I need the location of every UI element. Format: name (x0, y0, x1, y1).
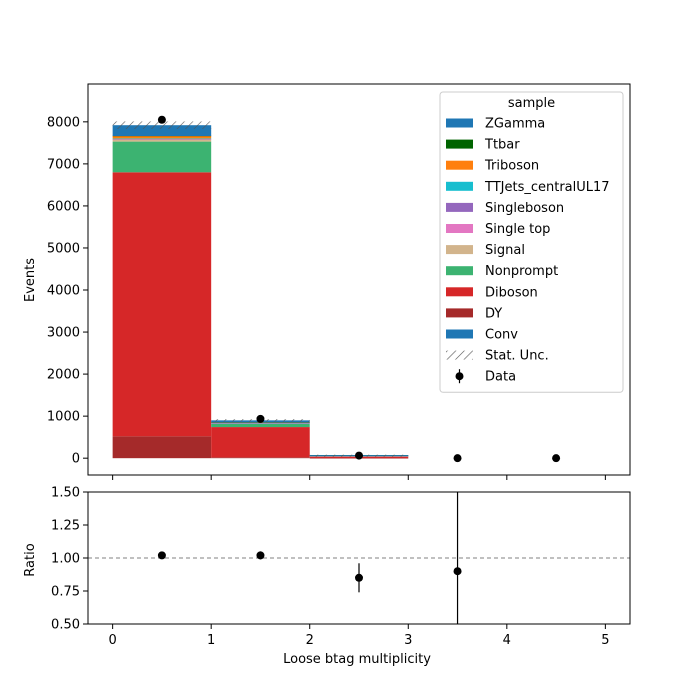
ratio-x-tick-label: 5 (601, 633, 609, 648)
main-plot-frame (87, 83, 631, 476)
ratio-panel: 0.50 0.75 1.00 1.25 1.50 0 1 2 3 4 5 Ratio Loose … (23, 486, 631, 667)
data-point-1 (256, 414, 265, 423)
ratio-point-1 (256, 551, 265, 560)
ratio-x-axis-label: Loose btag multiplicity (283, 652, 431, 667)
data-points (157, 115, 561, 463)
ratio-x-tick-label: 4 (503, 633, 511, 648)
legend-label-zgamma: ZGamma (485, 117, 545, 132)
main-y-tick-label: 3000 (47, 326, 80, 341)
legend-frame (439, 91, 624, 393)
bar-dy-bin-1 (211, 457, 310, 459)
data-point-2 (355, 451, 363, 460)
ratio-x-tick-label: 0 (108, 633, 116, 648)
main-y-tick-label: 2000 (47, 368, 80, 383)
main-y-tick-label: 1000 (47, 410, 80, 425)
main-y-axis: 0 1000 2000 3000 4000 5000 6000 7000 8000 (47, 115, 88, 467)
main-x-axis (112, 475, 606, 480)
legend-label-nonprompt: Nonprompt (485, 264, 558, 279)
legend-label-triboson: Triboson (484, 159, 539, 174)
legend-label-ttjets-centralul17: TTJets_centralUL17 (484, 180, 610, 195)
legend: sample ZGamma Ttbar Triboson TTJets_centralU… (439, 91, 624, 393)
bar-diboson-bin-0 (112, 172, 212, 437)
bar-nonprompt-bin-0 (112, 141, 212, 173)
main-y-tick-label: 5000 (47, 241, 80, 256)
main-panel: 0 1000 2000 3000 4000 5000 6000 7000 8000 Events… (23, 83, 631, 480)
ratio-x-tick-label: 3 (404, 633, 412, 648)
ratio-point-2 (355, 573, 363, 582)
bar-conv-bin-0 (112, 125, 212, 136)
ratio-y-tick-label: 1.00 (51, 552, 80, 567)
bar-nonprompt-bin-1 (211, 423, 310, 428)
ratio-x-tick-label: 2 (306, 633, 314, 648)
legend-swatch-singleboson (446, 202, 473, 212)
ratio-x-tick-label: 1 (207, 633, 215, 648)
stacked-bars (112, 125, 409, 459)
main-y-tick-label: 8000 (47, 115, 80, 130)
bar-dy-bin-0 (112, 436, 212, 459)
ratio-points (157, 492, 462, 624)
legend-label-single-top: Single top (485, 222, 550, 237)
ratio-y-axis-label: Ratio (23, 543, 38, 576)
legend-swatch-dy (446, 308, 473, 318)
ratio-y-axis: 0.50 0.75 1.00 1.25 1.50 (51, 486, 88, 633)
bar-diboson-bin-1 (211, 427, 310, 458)
bar-zgamma-bin-0 (112, 135, 212, 137)
main-y-axis-label: Events (23, 258, 38, 302)
bar-triboson-bin-0 (112, 135, 212, 139)
legend-label-ttbar: Ttbar (484, 138, 520, 153)
main-y-tick-label: 4000 (47, 284, 80, 299)
legend-swatch-zgamma (446, 118, 473, 128)
ratio-plot-area (88, 492, 630, 624)
main-y-tick-label: 7000 (47, 157, 80, 172)
legend-swatch-ttbar (446, 139, 473, 149)
data-point-3 (453, 454, 462, 463)
main-y-tick-label: 6000 (47, 199, 80, 214)
ratio-point-3 (453, 567, 462, 576)
legend-label-dy: DY (485, 306, 502, 321)
bar-singleboson-bin-0 (112, 138, 212, 140)
ratio-x-axis: 0 1 2 3 4 5 (108, 624, 610, 648)
ratio-y-tick-label: 1.50 (51, 486, 80, 501)
ratio-y-tick-label: 0.50 (51, 618, 80, 633)
legend-label-diboson: Diboson (485, 285, 538, 300)
legend-swatch-ttjets-centralul17 (446, 181, 473, 191)
legend-swatch-triboson (446, 160, 473, 170)
stat-unc-bin-0 (112, 121, 212, 129)
data-point-0 (157, 115, 166, 124)
legend-label-stat-unc: Stat. Unc. (485, 349, 549, 364)
legend-swatch-stat-unc (446, 350, 473, 360)
legend-swatch-conv (446, 329, 473, 339)
legend-marker-data (455, 372, 464, 381)
legend-swatch-signal (446, 245, 473, 255)
legend-swatch-nonprompt (446, 266, 473, 276)
legend-label-signal: Signal (485, 243, 525, 258)
bar-ttjets-centralul17-bin-0 (112, 138, 212, 139)
legend-title: sample (508, 96, 555, 111)
legend-label-data: Data (485, 370, 516, 385)
data-point-4 (552, 454, 561, 463)
ratio-y-tick-label: 1.25 (51, 519, 80, 534)
legend-label-singleboson: Singleboson (485, 201, 564, 216)
legend-label-conv: Conv (485, 328, 518, 343)
bar-singleboson-bin-1 (211, 423, 310, 424)
main-y-tick-label: 0 (72, 452, 80, 467)
legend-swatch-single-top (446, 224, 473, 233)
ratio-y-tick-label: 0.75 (51, 585, 80, 600)
bar-signal-bin-0 (112, 139, 212, 142)
ratio-point-0 (157, 551, 166, 560)
legend-swatch-diboson (446, 287, 473, 297)
